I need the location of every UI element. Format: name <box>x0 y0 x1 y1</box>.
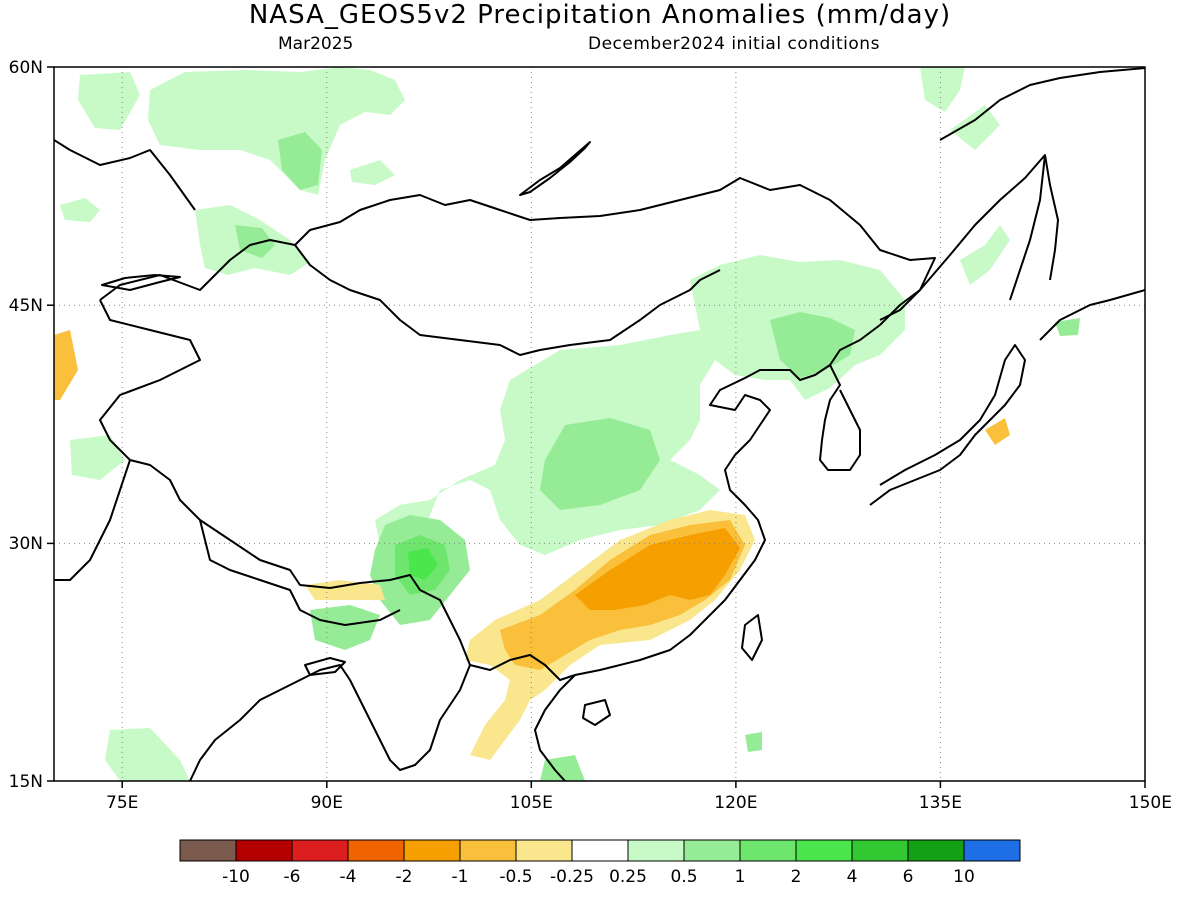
anomaly-patch-kazakh <box>60 198 100 222</box>
colorbar-label: 4 <box>847 867 858 887</box>
coast-india <box>189 689 281 781</box>
anomaly-patch-japan-dry <box>985 418 1010 445</box>
colorbar-label: -6 <box>284 867 301 887</box>
colorbar-swatch <box>907 839 965 862</box>
lon-label-120e: 120E <box>714 793 757 813</box>
border-central-asia <box>54 139 196 211</box>
colorbar-label: -4 <box>340 867 357 887</box>
graticule <box>54 67 1145 781</box>
border-india-pakistan <box>54 459 131 581</box>
anomaly-patch-russia-north <box>350 160 395 185</box>
colorbar-swatch <box>459 839 517 862</box>
colorbar-swatch <box>683 839 741 862</box>
coast-sakhalin <box>1044 154 1059 281</box>
anomaly-patch-central-china-green <box>540 418 660 510</box>
lon-label-135e: 135E <box>919 793 962 813</box>
border-china-west <box>99 299 576 681</box>
colorbar-swatch <box>179 839 237 862</box>
colorbar-swatch <box>739 839 797 862</box>
anomaly-patch-okhotsk <box>950 105 1000 150</box>
lon-label-75e: 75E <box>106 793 138 813</box>
colorbar-swatch <box>403 839 461 862</box>
anomaly-patch-central-china <box>375 330 720 560</box>
colorbar-swatch <box>291 839 349 862</box>
colorbar-label: -10 <box>222 867 250 887</box>
anomaly-patch-siberia-east <box>960 225 1010 285</box>
colorbar: -10 -6 -4 -2 -1 -0.5 -0.25 0.25 0.5 1 2 4 6 10 <box>179 839 1021 887</box>
coast-china-east <box>574 324 881 676</box>
coast-russia-pacific <box>879 154 1046 326</box>
colorbar-swatch <box>571 839 629 862</box>
lon-label-90e: 90E <box>311 793 343 813</box>
colorbar-label: 6 <box>903 867 914 887</box>
lon-label-150e: 150E <box>1129 793 1172 813</box>
anomaly-patch-kamchatka <box>920 67 965 112</box>
map-title: NASA_GEOS5v2 Precipitation Anomalies (mm… <box>248 0 952 30</box>
colorbar-label: -0.25 <box>550 867 594 887</box>
coast-korea <box>819 364 861 471</box>
lake-balkhash <box>101 274 181 291</box>
anomaly-patch-india-south <box>105 728 190 781</box>
coast-hokkaido <box>1039 289 1145 341</box>
coast-burma <box>279 664 471 771</box>
coast-hainan <box>582 699 611 726</box>
anomaly-patch-manchuria-green <box>770 312 855 378</box>
coast-bangladesh <box>304 657 346 676</box>
tick-marks <box>47 66 1146 788</box>
forecast-month: Mar2025 <box>278 34 354 54</box>
lat-label-45n: 45N <box>9 296 43 316</box>
lat-label-15n: 15N <box>9 772 43 792</box>
anomaly-patch-luzon <box>745 732 762 752</box>
lat-label-60n: 60N <box>9 58 43 78</box>
anomaly-patch-tibet-east-darker <box>408 548 438 580</box>
colorbar-label: -0.5 <box>499 867 532 887</box>
border-mongolia-china <box>294 244 721 356</box>
anomaly-patch-hokkaido <box>1055 318 1080 336</box>
anomaly-field <box>54 67 1080 781</box>
anomaly-patch-south-china-strong <box>575 528 740 610</box>
lon-label-105e: 105E <box>510 793 553 813</box>
border-india-nepal <box>199 519 401 626</box>
coast-japan-honshu <box>869 344 1026 506</box>
colorbar-label: 1 <box>735 867 746 887</box>
coast-okhotsk <box>939 67 1145 141</box>
initial-conditions: December2024 initial conditions <box>588 34 880 54</box>
colorbar-label: 2 <box>791 867 802 887</box>
colorbar-swatch <box>627 839 685 862</box>
colorbar-swatch <box>347 839 405 862</box>
map-frame <box>53 66 1146 782</box>
anomaly-patch-pakistan <box>70 435 125 480</box>
colorbar-label: -1 <box>452 867 469 887</box>
coast-taiwan <box>741 614 763 661</box>
anomaly-patch-indochina <box>540 755 585 781</box>
anomaly-patch-siberia-central <box>148 67 405 195</box>
colorbar-label: 10 <box>953 867 975 887</box>
coast-indochina <box>534 674 576 781</box>
colorbar-swatch <box>515 839 573 862</box>
anomaly-patch-siberia-west <box>78 72 140 130</box>
anomaly-patch-india-northeast <box>310 605 380 650</box>
anomaly-patch-tibet-south-dry <box>305 580 385 600</box>
lat-label-30n: 30N <box>9 534 43 554</box>
coastlines <box>54 67 1145 781</box>
colorbar-swatch <box>235 839 293 862</box>
colorbar-swatch <box>963 839 1021 862</box>
colorbar-label: -2 <box>396 867 413 887</box>
lake-baikal <box>519 141 591 196</box>
border-china-mongolia-russia <box>99 177 936 321</box>
colorbar-swatch <box>795 839 853 862</box>
colorbar-swatch <box>851 839 909 862</box>
colorbar-label: 0.5 <box>670 867 697 887</box>
anomaly-patch-west-dry <box>54 330 78 400</box>
colorbar-label: 0.25 <box>609 867 647 887</box>
anomaly-patch-siberia-green <box>278 132 322 190</box>
